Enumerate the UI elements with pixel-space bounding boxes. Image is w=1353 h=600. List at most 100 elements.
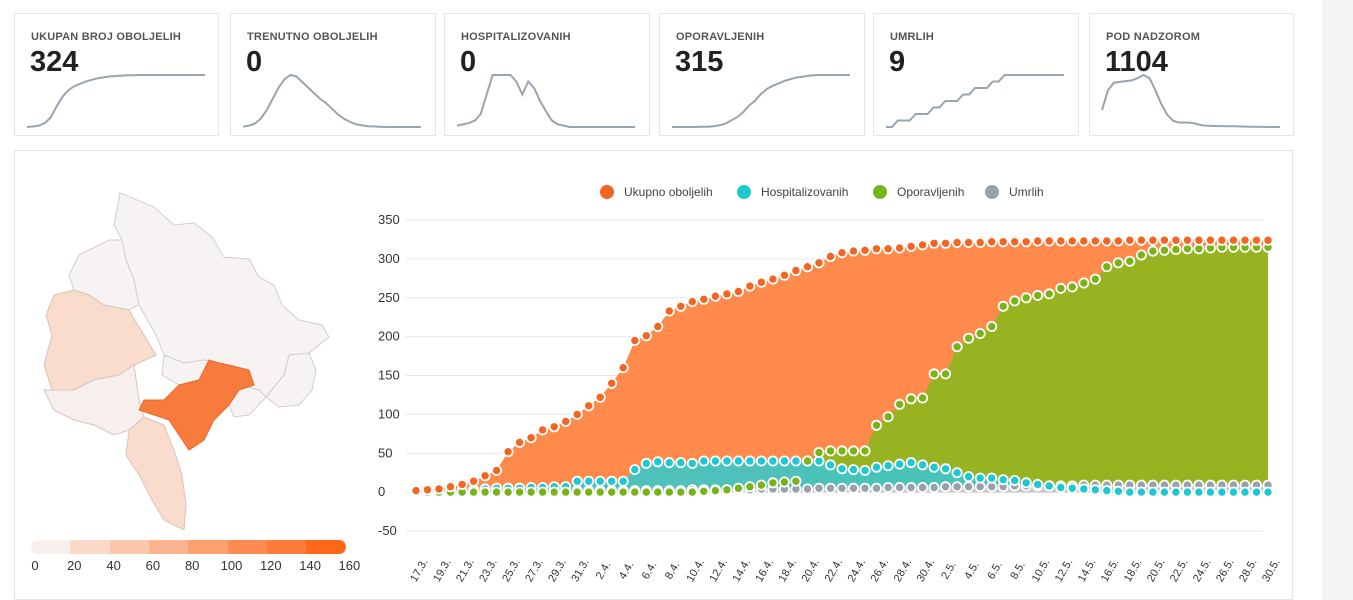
map-region-east[interactable] (265, 352, 317, 408)
stat-card[interactable]: TRENUTNO OBOLJELIH 0 (230, 13, 436, 136)
data-point (502, 486, 514, 498)
data-point (410, 485, 422, 497)
data-point (1101, 261, 1113, 273)
x-tick-label: 21.3. (454, 557, 477, 584)
data-point (963, 481, 975, 493)
data-point (1193, 486, 1205, 498)
scale-tick-label: 160 (338, 558, 361, 573)
legend-label: Umrlih (1009, 185, 1044, 199)
data-point (675, 486, 687, 498)
stat-card-label: HOSPITALIZOVANIH (461, 31, 571, 43)
data-point (1066, 482, 1078, 494)
data-point (445, 481, 457, 493)
data-point (514, 436, 526, 448)
data-point (1239, 486, 1251, 498)
sparkline (26, 74, 205, 128)
map-region-coast[interactable] (125, 416, 187, 531)
data-point (1124, 234, 1136, 246)
y-tick-label: -50 (378, 523, 397, 538)
map-region-capital[interactable] (138, 359, 255, 451)
y-tick-label: 100 (378, 406, 400, 421)
scale-segment (31, 540, 71, 554)
data-point (813, 446, 825, 458)
scale-tick-label: 80 (184, 558, 200, 573)
data-point (1066, 235, 1078, 247)
stat-card-value: 9 (889, 46, 906, 78)
data-point (847, 464, 859, 476)
data-point (801, 455, 813, 467)
data-point (940, 237, 952, 249)
map-region-north-west[interactable] (68, 239, 140, 311)
data-point (468, 475, 480, 487)
data-point (1055, 481, 1067, 493)
data-point (640, 457, 652, 469)
data-point (917, 481, 929, 493)
x-tick-label: 20.4. (800, 557, 823, 584)
data-point (744, 481, 756, 493)
x-tick-label: 30.5. (1260, 557, 1283, 584)
x-tick-label: 12.5. (1053, 557, 1076, 584)
data-point (629, 464, 641, 476)
data-point (583, 486, 595, 498)
data-point (767, 273, 779, 285)
x-tick-label: 6.5. (985, 560, 1005, 582)
data-point (928, 481, 940, 493)
x-tick-label: 24.5. (1191, 557, 1214, 584)
data-point (732, 455, 744, 467)
data-point (698, 293, 710, 305)
legend-dot (600, 185, 614, 199)
legend-label: Ukupno oboljelih (624, 185, 713, 199)
data-point (824, 482, 836, 494)
data-point (594, 475, 606, 487)
data-point (594, 486, 606, 498)
stat-card[interactable]: OPORAVLJENIH 315 (659, 13, 865, 136)
sparkline-path (1101, 73, 1280, 128)
x-tick-label: 2.5. (939, 560, 959, 582)
data-point (813, 257, 825, 269)
data-point (790, 475, 802, 487)
data-point (583, 475, 595, 487)
data-point (755, 276, 767, 288)
data-point (698, 455, 710, 467)
y-tick-label: 300 (378, 251, 400, 266)
data-point (1043, 480, 1055, 492)
data-point (859, 482, 871, 494)
data-point (479, 486, 491, 498)
data-point (663, 305, 675, 317)
stat-card[interactable]: UMRLIH 9 (873, 13, 1079, 136)
scale-segment (70, 540, 111, 554)
data-point (986, 236, 998, 248)
sparkline (886, 74, 1064, 128)
data-point (894, 481, 906, 493)
region-map (43, 192, 330, 531)
data-point (951, 481, 963, 493)
data-point (1112, 485, 1124, 497)
stat-card-label: POD NADZOROM (1106, 31, 1201, 43)
data-point (755, 479, 767, 491)
x-tick-label: 24.4. (846, 557, 869, 584)
data-point (767, 455, 779, 467)
sparkline (1101, 73, 1280, 128)
data-point (836, 247, 848, 259)
legend-dot (985, 185, 999, 199)
data-point (790, 455, 802, 467)
stat-card[interactable]: UKUPAN BROJ OBOLJELIH 324 (14, 13, 219, 136)
x-tick-label: 20.5. (1145, 557, 1168, 584)
data-point (422, 484, 434, 496)
data-point (1147, 234, 1159, 246)
data-point (525, 486, 537, 498)
data-point (606, 377, 618, 389)
data-point (1020, 292, 1032, 304)
sparkline (456, 74, 635, 128)
stat-card[interactable]: POD NADZOROM 1104 (1089, 13, 1294, 136)
data-point (778, 476, 790, 488)
data-point (1101, 485, 1113, 497)
data-point (583, 400, 595, 412)
data-point (859, 464, 871, 476)
data-point (928, 461, 940, 473)
data-point (1193, 234, 1205, 246)
stat-card[interactable]: HOSPITALIZOVANIH 0 (444, 13, 650, 136)
data-point (1066, 281, 1078, 293)
data-point (974, 237, 986, 249)
data-point (652, 321, 664, 333)
